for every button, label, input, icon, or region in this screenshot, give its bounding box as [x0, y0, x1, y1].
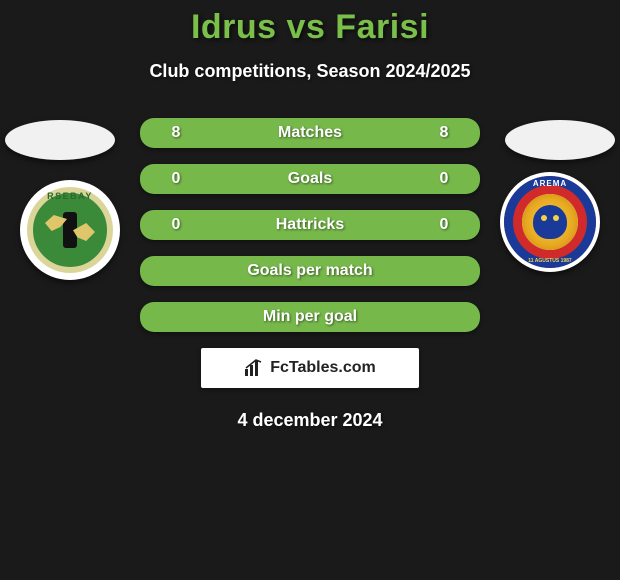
- date-label: 4 december 2024: [0, 410, 620, 431]
- stat-label: Goals per match: [196, 262, 424, 280]
- stat-right: 0: [424, 170, 464, 188]
- stat-left: 0: [156, 170, 196, 188]
- brand-name: FcTables.com: [270, 359, 376, 377]
- stat-row-goals: 0 Goals 0: [140, 164, 480, 194]
- subtitle: Club competitions, Season 2024/2025: [0, 61, 620, 82]
- stat-row-hattricks: 0 Hattricks 0: [140, 210, 480, 240]
- stat-left: 8: [156, 124, 196, 142]
- persebaya-crest-icon: RSEBAY: [27, 187, 113, 273]
- stat-right: 0: [424, 216, 464, 234]
- bar-chart-icon: [244, 359, 264, 377]
- club-badge-right: AREMA 11 AGUSTUS 1987: [500, 172, 600, 272]
- club-badge-left: RSEBAY: [20, 180, 120, 280]
- player-right-head: [505, 120, 615, 160]
- crest-arc-text: RSEBAY: [47, 191, 93, 201]
- arema-crest-icon: AREMA 11 AGUSTUS 1987: [504, 176, 596, 268]
- stat-label: Goals: [196, 170, 424, 188]
- stat-label: Min per goal: [196, 308, 424, 326]
- stat-label: Hattricks: [196, 216, 424, 234]
- stat-row-matches: 8 Matches 8: [140, 118, 480, 148]
- crest-top-text: AREMA: [504, 179, 596, 188]
- stat-row-min-per-goal: Min per goal: [140, 302, 480, 332]
- stat-row-goals-per-match: Goals per match: [140, 256, 480, 286]
- stat-label: Matches: [196, 124, 424, 142]
- stat-right: 8: [424, 124, 464, 142]
- brand-box: FcTables.com: [201, 348, 419, 388]
- stat-left: 0: [156, 216, 196, 234]
- crest-bottom-text: 11 AGUSTUS 1987: [504, 258, 596, 264]
- page-title: Idrus vs Farisi: [0, 8, 620, 47]
- player-left-head: [5, 120, 115, 160]
